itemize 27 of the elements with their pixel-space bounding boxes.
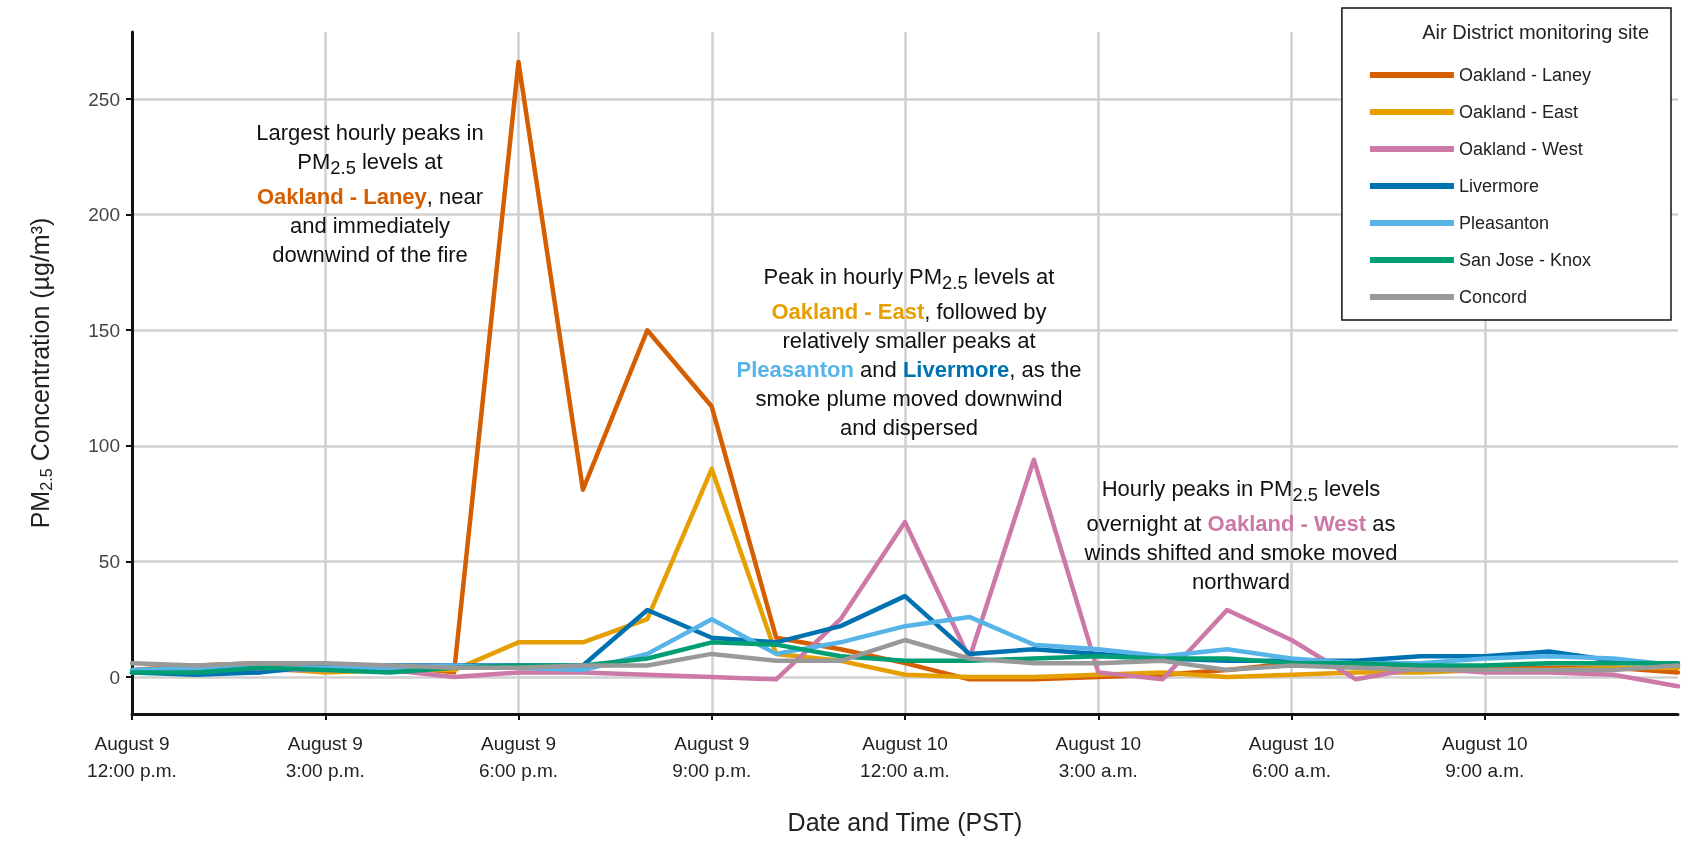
legend-label: Oakland - West [1458,139,1583,159]
legend-label: Oakland - Laney [1458,65,1592,85]
text: Peak in hourly PM$_{2.5}$ levels at Oakland - East, followed by relatively smaller peaks at Pleasanton and Livermore, as the smoke plume moved downwind and dispersed [736,264,1082,441]
x-tick-label: August 10 12:00 a.m. [860,733,950,781]
x-tick-label: August 10 9:00 a.m. [1441,733,1528,781]
legend-label: Livermore [1458,176,1539,196]
y-tick-label: 250 [88,88,120,110]
y-tick-label: 100 [88,435,120,457]
annotation: Largest hourly peaks in PM$_{2.5}$ levels at Oakland - Laney, near and immediately downwind of the fire [255,119,485,270]
y-tick-label: 200 [88,204,120,226]
x-tick-label: August 9 12:00 p.m. [87,733,177,781]
text: Hourly peaks in PM$_{2.5}$ levels overnight at Oakland - West as winds shifted and smoke moved northward [1084,476,1398,595]
y-tick-label: 0 [109,666,120,688]
x-tick-label: August 10 6:00 a.m. [1248,733,1335,781]
legend-label: Pleasanton [1458,213,1549,233]
y-tick-label: 50 [98,550,120,572]
legend-label: Concord [1458,287,1527,307]
legend-label: San Jose - Knox [1458,250,1591,270]
y-tick-label: 150 [88,319,120,341]
x-tick-label: August 9 6:00 p.m. [478,733,559,781]
y-axis-title: PM2.5 Concentration (µg/m³) [26,217,55,529]
legend-label: Oakland - East [1458,102,1578,122]
x-tick-label: August 9 3:00 p.m. [285,733,365,781]
x-axis-title: Date and Time (PST) [787,807,1023,836]
x-tick-label: August 10 3:00 a.m. [1055,733,1142,781]
legend-title: Air District monitoring site [1422,21,1649,43]
x-tick-label: August 9 9:00 p.m. [672,733,752,781]
